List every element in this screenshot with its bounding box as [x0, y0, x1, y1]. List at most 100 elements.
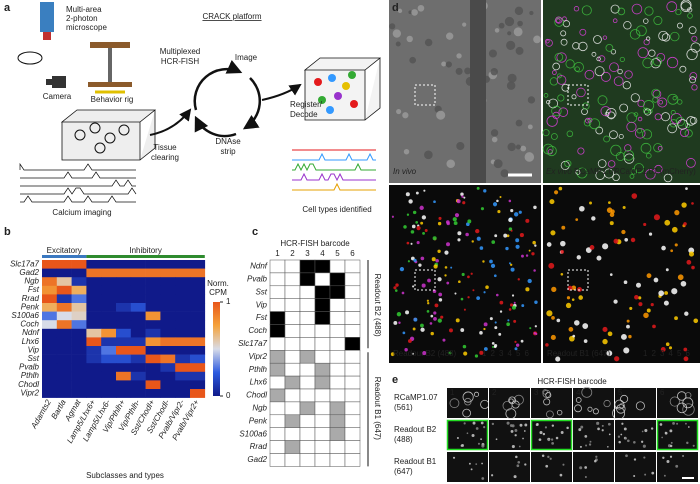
- heatmap-cell: [116, 268, 132, 278]
- cell: [522, 437, 524, 440]
- cell: [607, 331, 613, 337]
- cell: [427, 302, 430, 305]
- cell: [552, 111, 560, 120]
- digit: 3: [660, 349, 665, 358]
- cell: [652, 56, 662, 67]
- cell: [561, 225, 566, 230]
- cell: [630, 93, 640, 103]
- heatmap-cell: [71, 337, 87, 347]
- cell: [556, 318, 561, 323]
- cell: [490, 129, 499, 137]
- label: Register/: [290, 100, 323, 109]
- cell: [637, 47, 649, 59]
- barcode-cell: [314, 350, 331, 364]
- heatmap-cell: [101, 389, 117, 398]
- cell: [545, 343, 549, 347]
- cell: [440, 315, 444, 319]
- cell: [629, 306, 633, 310]
- heatmap-cell: [175, 363, 191, 373]
- barcode-cell: [299, 285, 316, 299]
- cell: [651, 471, 655, 475]
- cell: [554, 17, 564, 27]
- cell: [669, 444, 673, 448]
- barcode-cell: [299, 272, 316, 287]
- heatmap-cell: [71, 371, 87, 381]
- heatmap-cell: [160, 303, 176, 312]
- cell: [594, 459, 597, 463]
- cell: [497, 209, 501, 214]
- cell: [665, 268, 669, 272]
- barcode-cell: [269, 259, 286, 274]
- heatmap-cell: [190, 260, 206, 269]
- cell: [644, 108, 652, 116]
- cell: [591, 216, 596, 221]
- cell: [641, 430, 644, 433]
- roi-box: [414, 84, 436, 106]
- cell: [462, 408, 471, 418]
- barcode-cell: [299, 375, 316, 390]
- cell: [674, 210, 680, 216]
- cell: [463, 196, 466, 199]
- cell: [437, 221, 442, 226]
- cell: [481, 462, 483, 465]
- heatmap-cell: [116, 363, 132, 373]
- cell: [642, 57, 653, 69]
- cell: [498, 22, 505, 29]
- cell: [652, 89, 662, 99]
- heatmap-cell: [56, 380, 72, 390]
- cell: [491, 136, 498, 143]
- cell: [582, 323, 589, 329]
- column-number: 5: [335, 249, 340, 258]
- cell: [515, 119, 523, 127]
- cell: [508, 217, 513, 223]
- heatmap-cell: [190, 328, 206, 338]
- cell: [562, 463, 565, 466]
- cell: [453, 221, 458, 226]
- cell: [600, 106, 611, 117]
- row-label: Coch: [248, 326, 267, 335]
- cell: [670, 249, 674, 253]
- barcode-cell: [284, 362, 301, 377]
- heatmap-cell: [145, 380, 161, 390]
- cell: [457, 238, 461, 242]
- cell: [450, 266, 453, 269]
- colorbar: [213, 302, 220, 396]
- cell: [417, 4, 425, 12]
- cell: [585, 444, 588, 447]
- cell: [575, 397, 582, 403]
- row-label: Penk: [21, 302, 40, 311]
- cell: [458, 280, 461, 284]
- heatmap-cell: [86, 337, 102, 347]
- label: In vivo: [393, 167, 417, 176]
- cell: [510, 229, 513, 232]
- heatmap-cell: [175, 303, 191, 312]
- heatmap-cell: [71, 363, 87, 373]
- heatmap-cell: [116, 380, 132, 390]
- cell: [598, 55, 606, 63]
- cell: [587, 406, 593, 412]
- cell: [507, 319, 510, 322]
- cell: [420, 323, 424, 328]
- cell: [579, 466, 583, 470]
- heatmap-cell: [175, 260, 191, 269]
- cell: [609, 130, 618, 140]
- cell: [670, 110, 676, 116]
- heatmap-cell: [130, 260, 146, 269]
- cell: [513, 27, 523, 37]
- cell: [597, 159, 607, 168]
- cell: [571, 298, 575, 301]
- cell: [610, 144, 622, 156]
- cell: [629, 174, 635, 179]
- heatmap-cell: [190, 337, 206, 347]
- cell: [426, 299, 429, 302]
- heatmap-cell: [101, 277, 117, 287]
- heatmap-cell: [130, 285, 146, 295]
- barcode-cell: [269, 324, 286, 338]
- barcode-cell: [329, 401, 346, 416]
- row-label: Slc17a7: [10, 259, 39, 268]
- barcode-cell: [344, 324, 361, 338]
- heatmap-cell: [160, 380, 176, 390]
- label: Image: [235, 53, 258, 62]
- cell: [437, 277, 442, 282]
- barcode-cell: [299, 259, 316, 274]
